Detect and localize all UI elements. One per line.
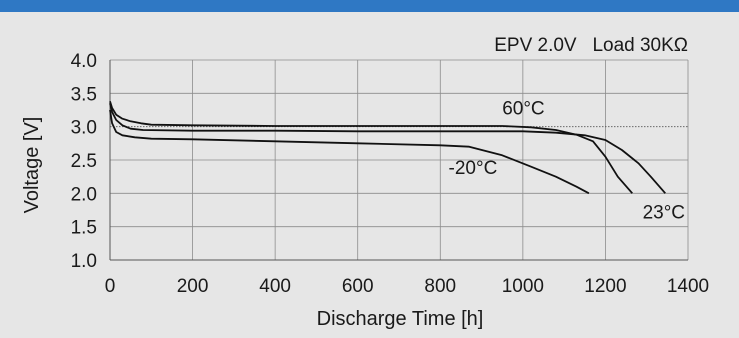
x-axis-title: Discharge Time [h] [317, 308, 484, 330]
y-tick-label: 3.0 [71, 118, 97, 139]
x-tick-label: 1000 [502, 276, 544, 297]
y-tick-label: 2.5 [71, 151, 97, 172]
y-axis-title: Voltage [V] [21, 117, 43, 214]
y-tick-label: 4.0 [71, 51, 97, 72]
x-tick-label: 400 [259, 276, 291, 297]
x-tick-label: 1400 [667, 276, 709, 297]
x-tick-label: 0 [105, 276, 116, 297]
y-tick-label: 1.0 [71, 251, 97, 272]
test-condition-annotation: EPV 2.0V Load 30KΩ [494, 35, 688, 56]
series-label: 23°C [643, 203, 685, 224]
series-label: 60°C [502, 99, 544, 120]
x-tick-label: 800 [424, 276, 456, 297]
y-tick-label: 1.5 [71, 218, 97, 239]
x-tick-label: 600 [342, 276, 374, 297]
x-tick-label: 200 [177, 276, 209, 297]
series-label: -20°C [449, 158, 498, 179]
x-tick-label: 1200 [584, 276, 626, 297]
y-tick-labels: 1.0 1.5 2.0 2.5 3.0 3.5 4.0 [71, 51, 97, 272]
y-tick-label: 3.5 [71, 84, 97, 105]
y-tick-label: 2.0 [71, 184, 97, 205]
x-tick-labels: 0 200 400 600 800 1000 1200 1400 [105, 276, 709, 297]
